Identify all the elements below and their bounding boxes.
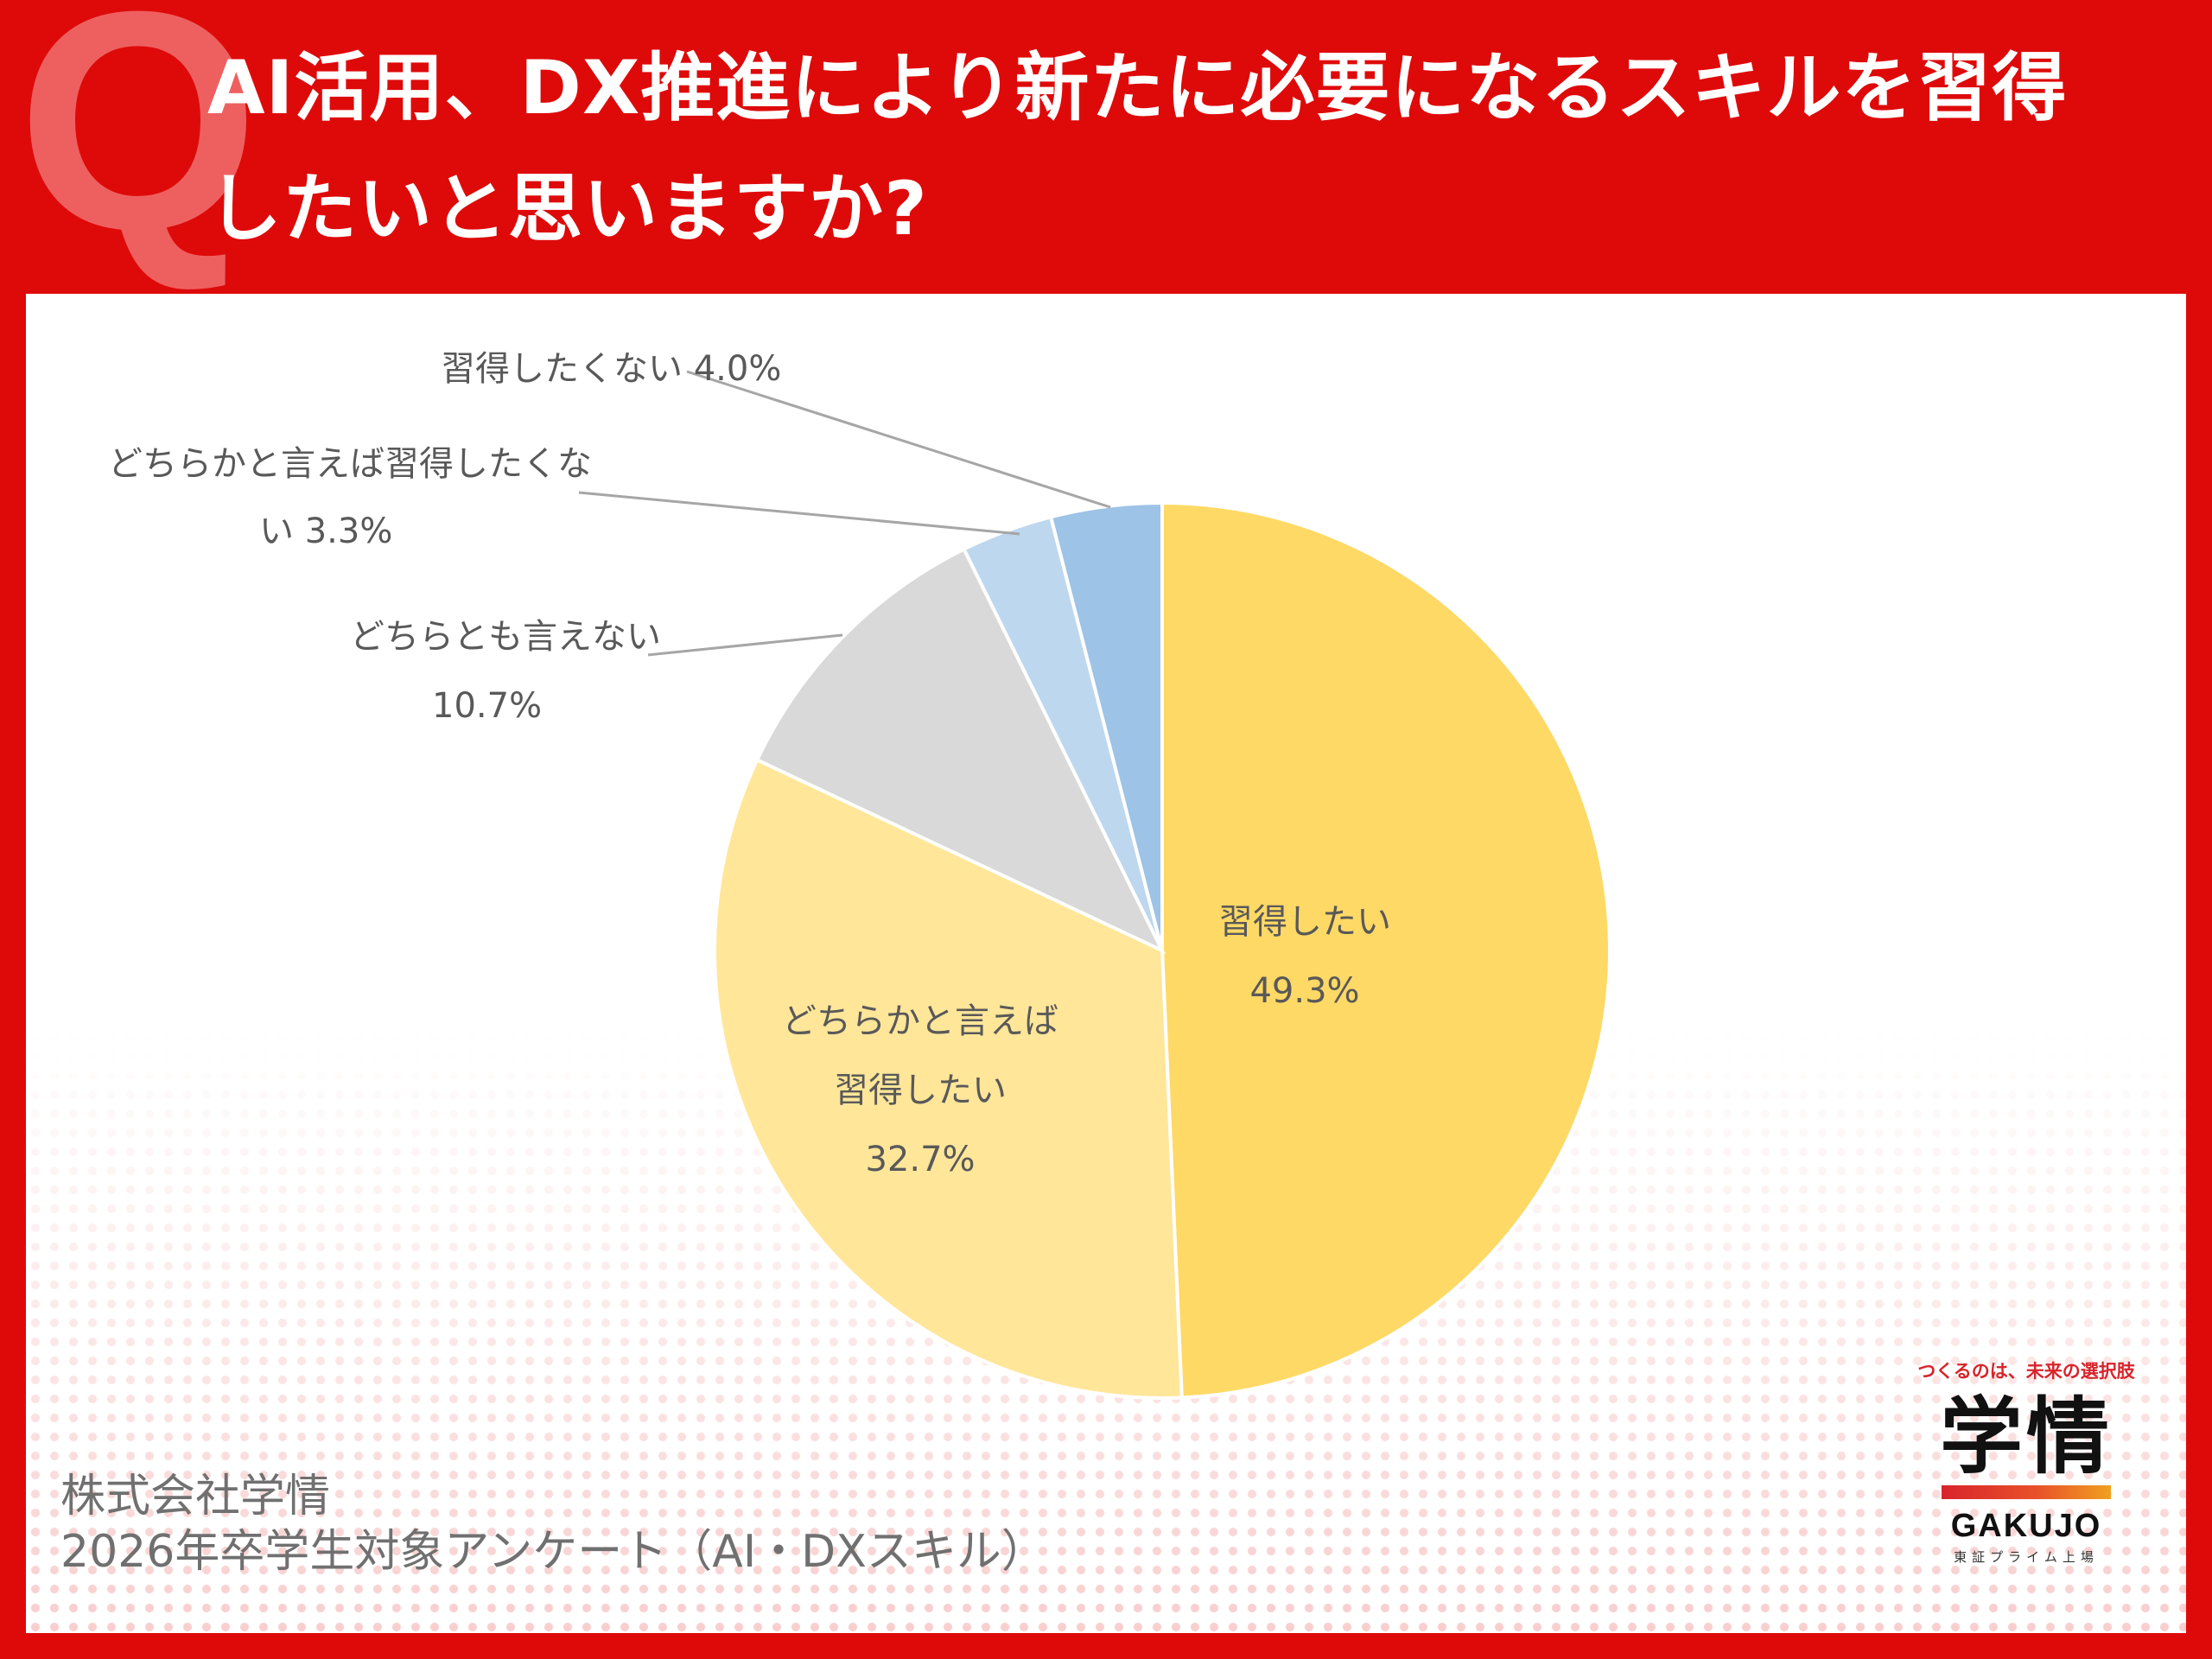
leader-line-s2: [647, 633, 843, 657]
label-s2-line2: 10.7%: [432, 686, 542, 726]
pie-slices: [713, 500, 1612, 1400]
leader-line-s4: [686, 370, 1111, 509]
question-title-line1: AI活用、DX推進により新たに必要になるスキルを習得: [207, 45, 2068, 131]
leader-lines: [578, 370, 1111, 657]
label-s2-line1: どちらとも言えない: [350, 617, 661, 657]
logo-kanji: 学情: [1940, 1389, 2113, 1485]
pie-chart: 習得したくない 4.0% どちらかと言えば習得したくな い 3.3% どちらとも…: [108, 349, 1612, 1400]
label-s0-line1: 習得したい: [1218, 902, 1391, 942]
logo-name: GAKUJO: [1950, 1508, 2102, 1544]
label-s1-line1: どちらかと言えば: [782, 1001, 1058, 1041]
footer-survey: 2026年卒学生対象アンケート（AI・DXスキル）: [60, 1526, 1046, 1578]
leader-line-s3: [578, 491, 1020, 536]
pie-slice-1: [713, 757, 1184, 1400]
footer-source: 株式会社学情 2026年卒学生対象アンケート（AI・DXスキル）: [60, 1469, 1046, 1580]
label-s4: 習得したくない 4.0%: [441, 349, 781, 389]
label-s1-line3: 32.7%: [865, 1140, 975, 1179]
pie-slice-0: [1160, 500, 1612, 1400]
label-s3-line2: い 3.3%: [259, 512, 392, 551]
footer-company: 株式会社学情: [60, 1471, 331, 1522]
gakujo-logo: つくるのは、未来の選択肢 学情 GAKUJO 東証プライム上場: [1892, 1352, 2160, 1586]
logo-gradient-bar: [1942, 1485, 2111, 1499]
q-mark: Q: [17, 0, 260, 295]
question-title-line2: したいと思いますか?: [207, 166, 928, 252]
label-s0-line2: 49.3%: [1249, 971, 1359, 1011]
logo-tagline: つくるのは、未来の選択肢: [1917, 1361, 2135, 1382]
question-title: AI活用、DX推進により新たに必要になるスキルを習得 したいと思いますか?: [207, 28, 2195, 270]
label-s1-line2: 習得したい: [834, 1071, 1007, 1110]
pie-slice-2: [754, 546, 1166, 955]
label-s3-line1: どちらかと言えば習得したくな: [108, 444, 592, 484]
chart-panel: 習得したくない 4.0% どちらかと言えば習得したくな い 3.3% どちらとも…: [26, 294, 2186, 1633]
slice-labels: 習得したくない 4.0% どちらかと言えば習得したくな い 3.3% どちらとも…: [108, 349, 1391, 1179]
logo-sub: 東証プライム上場: [1954, 1549, 2099, 1565]
